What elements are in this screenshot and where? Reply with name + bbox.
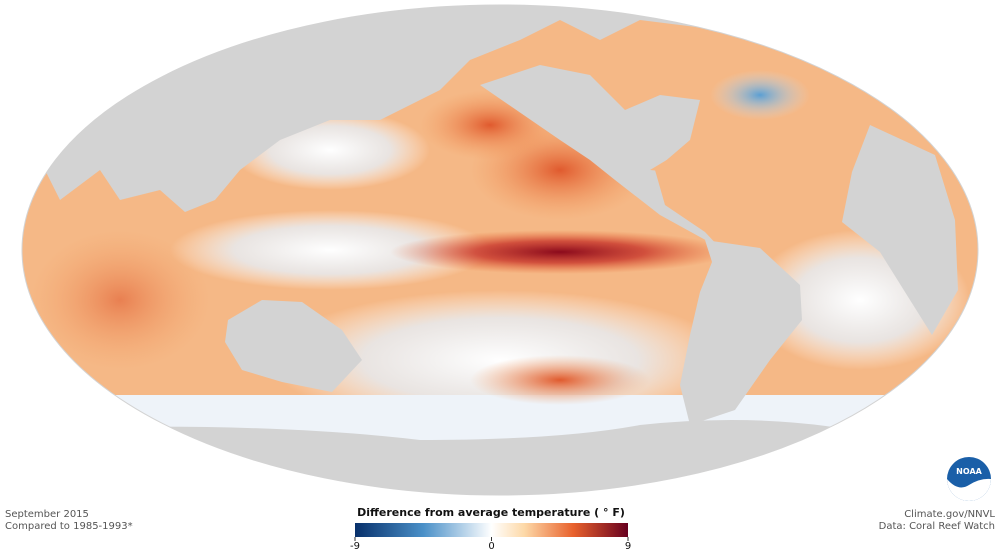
noaa-logo: NOAA [947, 457, 991, 501]
legend-title: Difference from average temperature ( ° … [357, 506, 625, 519]
baseline: Compared to 1985-1993* [5, 521, 133, 532]
data-credit: Data: Coral Reef Watch [879, 521, 995, 532]
colorbar-tick-label: 9 [625, 541, 631, 552]
logo-text: NOAA [956, 467, 982, 476]
map [22, 5, 978, 495]
colorbar-tick-label: 0 [488, 541, 494, 552]
source: Climate.gov/NNVL [904, 509, 995, 520]
colorbar-tick-label: -9 [350, 541, 360, 552]
colorbar [355, 523, 628, 537]
date: September 2015 [5, 509, 89, 520]
globe-outline [21, 4, 979, 496]
